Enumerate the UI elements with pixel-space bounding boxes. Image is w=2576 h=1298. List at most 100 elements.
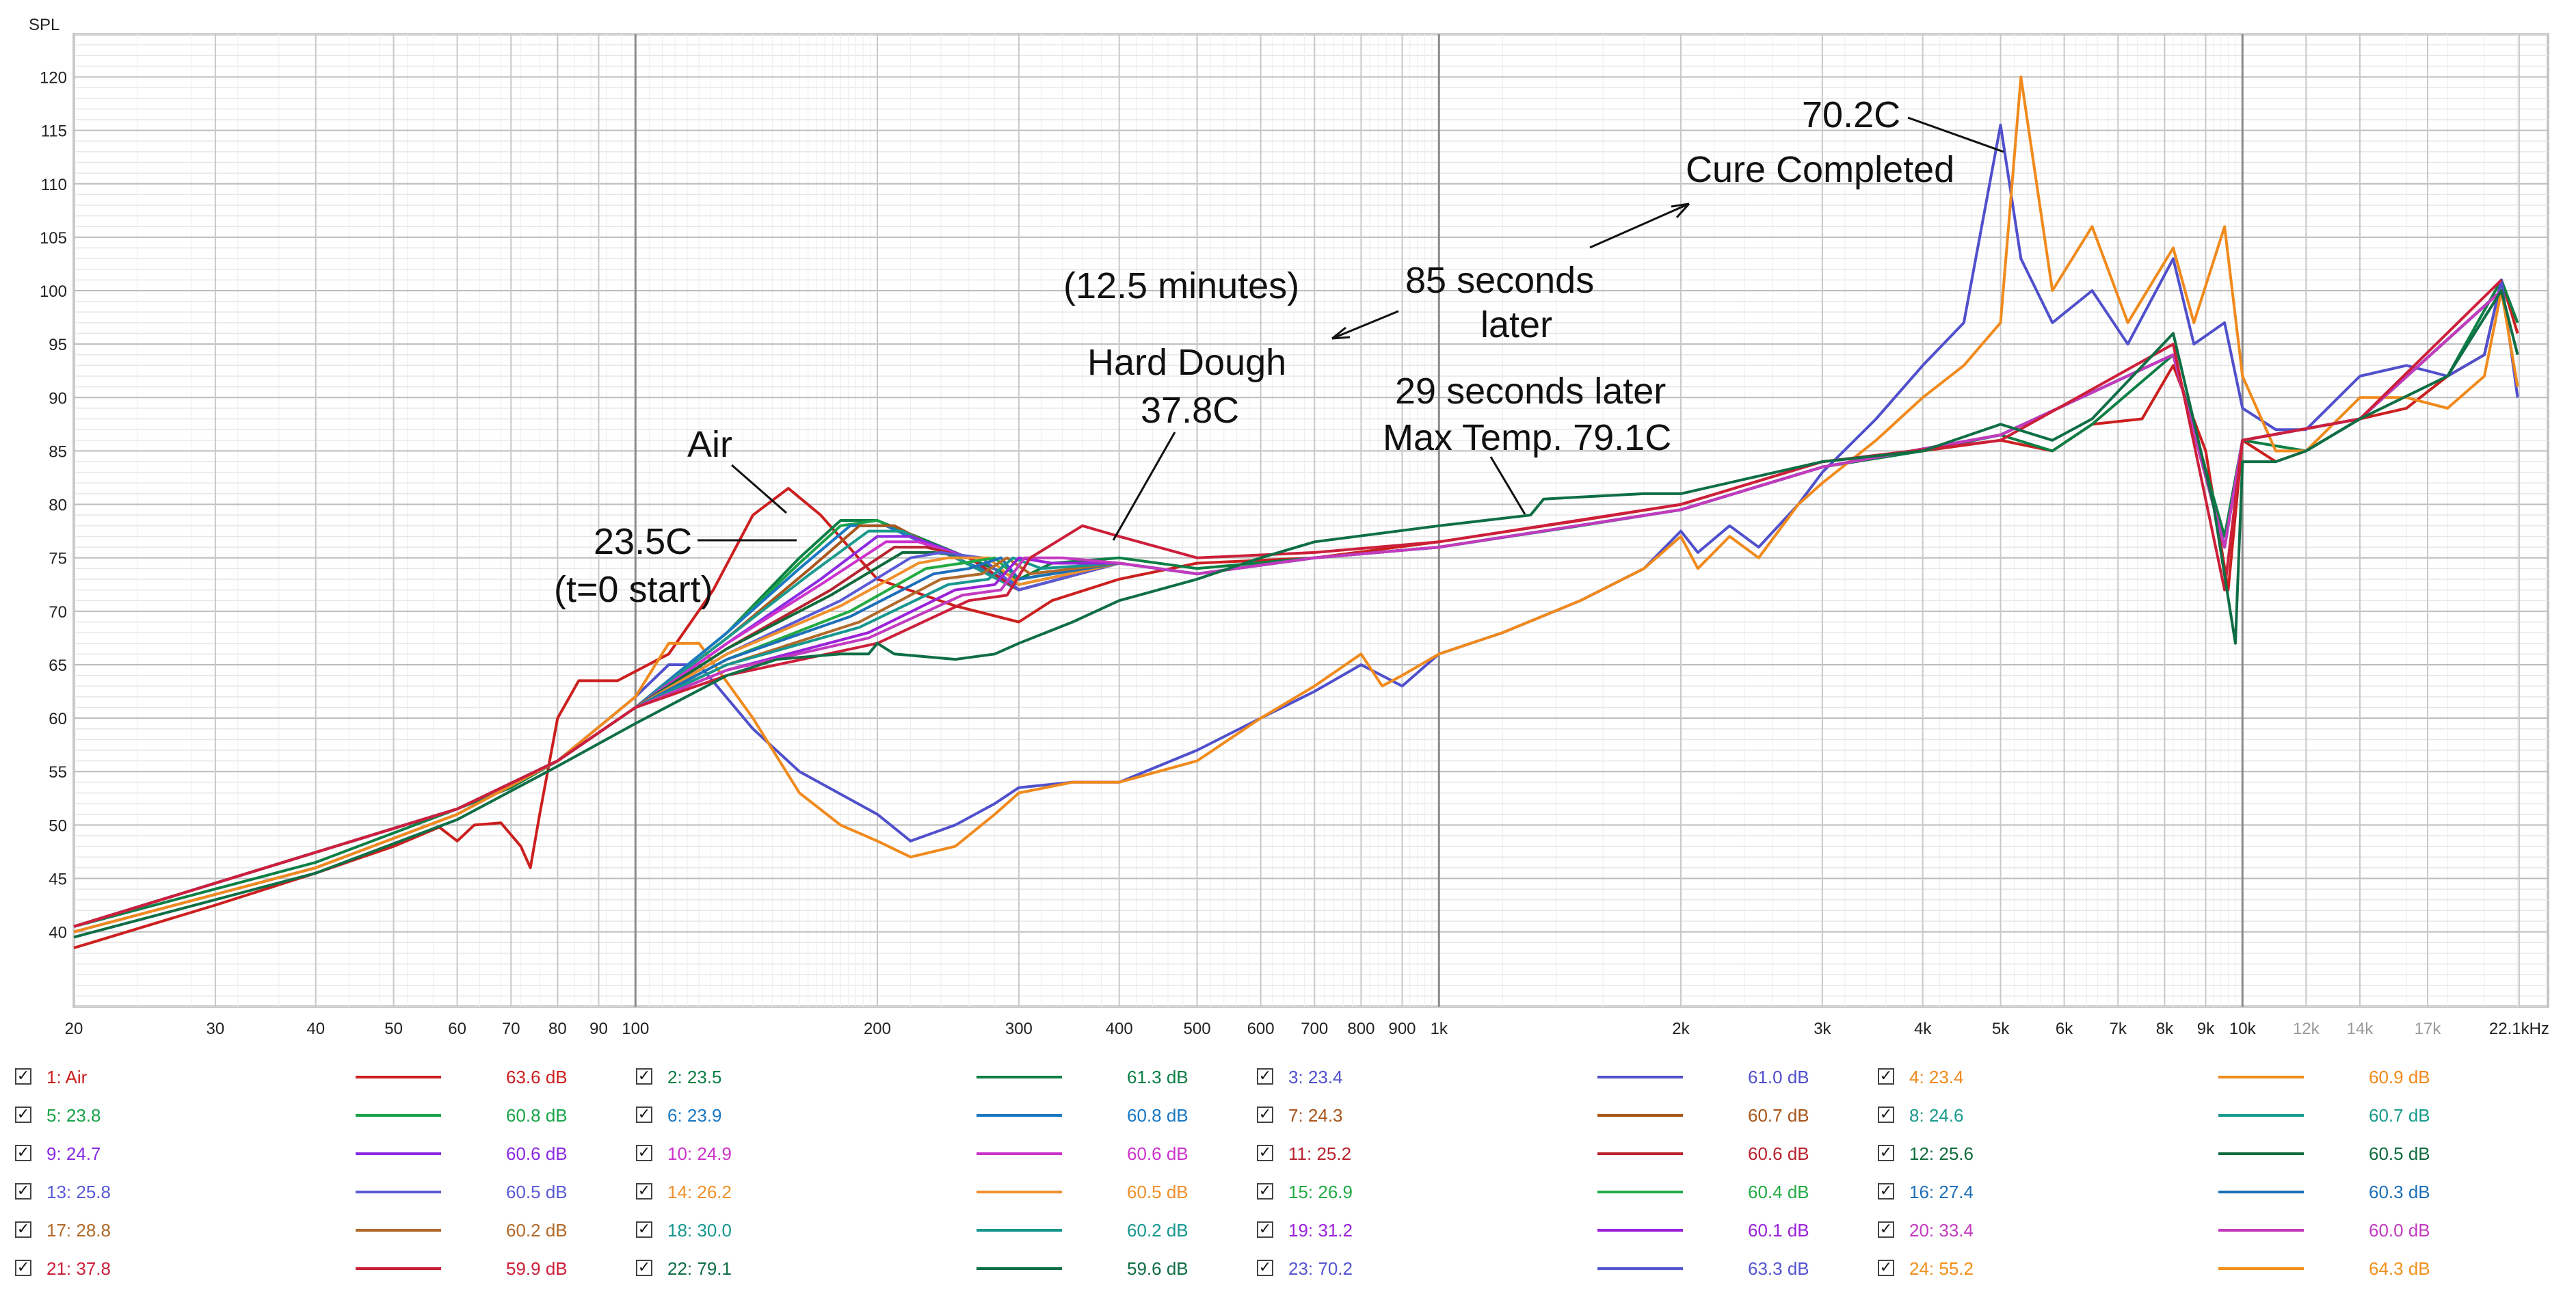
- legend-checkbox[interactable]: ✓: [1878, 1221, 1894, 1238]
- x-tick-label: 2k: [1672, 1020, 1690, 1038]
- legend-item[interactable]: ✓ 8: 24.6 60.7 dB: [1863, 1097, 2485, 1134]
- legend-name: 1: Air: [47, 1067, 88, 1087]
- x-tick-label: 200: [864, 1020, 891, 1038]
- annotation-85-seconds: 85 seconds: [1405, 260, 1594, 301]
- legend-item[interactable]: ✓ 23: 70.2 63.3 dB: [1242, 1250, 1864, 1287]
- legend-checkbox[interactable]: ✓: [15, 1260, 31, 1276]
- legend-level: 60.7 dB: [2369, 1105, 2430, 1126]
- legend-level: 60.9 dB: [2369, 1067, 2430, 1087]
- y-tick-label: 110: [41, 176, 67, 194]
- legend-item[interactable]: ✓ 10: 24.9 60.6 dB: [621, 1135, 1243, 1172]
- legend-level: 60.8 dB: [1127, 1105, 1189, 1126]
- legend-item[interactable]: ✓ 16: 27.4 60.3 dB: [1863, 1174, 2485, 1210]
- legend-item[interactable]: ✓ 20: 33.4 60.0 dB: [1863, 1212, 2485, 1249]
- legend-checkbox[interactable]: ✓: [15, 1068, 31, 1085]
- legend-item[interactable]: ✓ 14: 26.2 60.5 dB: [621, 1174, 1243, 1210]
- x-tick-label: 1k: [1431, 1020, 1448, 1038]
- legend-checkbox[interactable]: ✓: [1257, 1107, 1273, 1123]
- legend-name: 12: 25.6: [1909, 1143, 1974, 1164]
- series-line-1[interactable]: [73, 278, 2519, 950]
- legend-item[interactable]: ✓ 5: 23.8 60.8 dB: [0, 1097, 622, 1134]
- legend-item[interactable]: ✓ 7: 24.3 60.7 dB: [1242, 1097, 1864, 1134]
- legend-name: 7: 24.3: [1288, 1105, 1343, 1126]
- legend-item[interactable]: ✓ 13: 25.8 60.5 dB: [0, 1174, 622, 1210]
- legend-checkbox[interactable]: ✓: [636, 1260, 652, 1276]
- legend-name: 11: 25.2: [1288, 1143, 1352, 1164]
- legend-name: 6: 23.9: [667, 1105, 722, 1126]
- legend-checkbox[interactable]: ✓: [15, 1221, 31, 1238]
- x-tick-label: 12k: [2293, 1020, 2320, 1038]
- legend-checkbox[interactable]: ✓: [1878, 1183, 1894, 1200]
- legend-checkbox[interactable]: ✓: [15, 1145, 31, 1161]
- annotation-hard-dough: Hard Dough: [1087, 342, 1286, 383]
- legend-checkbox[interactable]: ✓: [15, 1107, 31, 1123]
- legend-item[interactable]: ✓ 15: 26.9 60.4 dB: [1242, 1174, 1864, 1210]
- legend-item[interactable]: ✓ 2: 23.5 61.3 dB: [621, 1059, 1243, 1096]
- series-line-3[interactable]: [73, 123, 2519, 933]
- x-tick-label: 9k: [2197, 1020, 2215, 1038]
- legend-checkbox[interactable]: ✓: [1257, 1221, 1273, 1238]
- x-axis: 20 30 40 50 60 70 80 90 100 200 300 400 500 600 700 800…: [65, 1020, 2549, 1038]
- legend-item[interactable]: ✓ 22: 79.1 59.6 dB: [621, 1250, 1243, 1287]
- legend-item[interactable]: ✓ 18: 30.0 60.2 dB: [621, 1212, 1243, 1249]
- legend-checkbox[interactable]: ✓: [15, 1183, 31, 1200]
- grid-major: [73, 34, 2548, 1007]
- legend-item[interactable]: ✓ 9: 24.7 60.6 dB: [0, 1135, 622, 1172]
- legend-level: 63.3 dB: [1748, 1258, 1809, 1279]
- y-tick-label: 100: [40, 282, 67, 301]
- legend-checkbox[interactable]: ✓: [636, 1145, 652, 1161]
- series-line-22[interactable]: [73, 289, 2519, 939]
- legend-item[interactable]: ✓ 1: Air 63.6 dB: [0, 1059, 622, 1096]
- legend-checkbox[interactable]: ✓: [1257, 1260, 1273, 1276]
- legend-item[interactable]: ✓ 3: 23.4 61.0 dB: [1242, 1059, 1864, 1096]
- legend-level: 60.5 dB: [2369, 1143, 2430, 1164]
- legend-swatch: [356, 1076, 441, 1078]
- legend-item[interactable]: ✓ 24: 55.2 64.3 dB: [1863, 1250, 2485, 1287]
- legend-level: 60.6 dB: [1748, 1143, 1809, 1164]
- legend-item[interactable]: ✓ 6: 23.9 60.8 dB: [621, 1097, 1243, 1134]
- legend-item[interactable]: ✓ 11: 25.2 60.6 dB: [1242, 1135, 1864, 1172]
- legend-checkbox[interactable]: ✓: [1878, 1068, 1894, 1085]
- legend-level: 60.5 dB: [506, 1182, 568, 1202]
- plot-area[interactable]: [72, 33, 2549, 1008]
- legend-item[interactable]: ✓ 17: 28.8 60.2 dB: [0, 1212, 622, 1249]
- legend-checkbox[interactable]: ✓: [1257, 1068, 1273, 1085]
- legend-swatch: [977, 1267, 1062, 1270]
- legend-checkbox[interactable]: ✓: [636, 1107, 652, 1123]
- legend-name: 17: 28.8: [47, 1220, 111, 1241]
- legend-item[interactable]: ✓ 4: 23.4 60.9 dB: [1863, 1059, 2485, 1096]
- legend-swatch: [977, 1191, 1062, 1193]
- legend-checkbox[interactable]: ✓: [636, 1221, 652, 1238]
- legend-name: 18: 30.0: [667, 1220, 732, 1241]
- legend-checkbox[interactable]: ✓: [636, 1068, 652, 1085]
- legend-checkbox[interactable]: ✓: [1257, 1183, 1273, 1200]
- legend-name: 8: 24.6: [1909, 1105, 1964, 1126]
- series-line-21[interactable]: [73, 278, 2503, 928]
- y-tick-label: 120: [40, 69, 67, 88]
- annotation-29-seconds-later: 29 seconds later: [1395, 371, 1666, 412]
- legend-level: 60.4 dB: [1748, 1182, 1809, 1202]
- legend-swatch: [1597, 1152, 1683, 1155]
- legend-row: ✓ 21: 37.8 59.9 dB ✓ 22: 79.1 59.6 dB ✓ 23: 70.…: [0, 1250, 2576, 1287]
- series-line-4[interactable]: [73, 75, 2519, 933]
- x-tick-label: 14k: [2347, 1020, 2374, 1038]
- legend-checkbox[interactable]: ✓: [1878, 1107, 1894, 1123]
- legend-checkbox[interactable]: ✓: [1878, 1145, 1894, 1161]
- legend-item[interactable]: ✓ 19: 31.2 60.1 dB: [1242, 1212, 1864, 1249]
- legend-level: 60.7 dB: [1748, 1105, 1809, 1126]
- x-tick-label: 400: [1106, 1020, 1133, 1038]
- legend-row: ✓ 5: 23.8 60.8 dB ✓ 6: 23.9 60.8 dB ✓ 7: 24.3 60…: [0, 1097, 2576, 1134]
- legend-swatch: [356, 1191, 441, 1193]
- legend-level: 60.2 dB: [1127, 1220, 1189, 1241]
- series-line-20[interactable]: [73, 289, 2503, 928]
- legend-item[interactable]: ✓ 21: 37.8 59.9 dB: [0, 1250, 622, 1287]
- legend-swatch: [977, 1152, 1062, 1155]
- legend-checkbox[interactable]: ✓: [1878, 1260, 1894, 1276]
- legend-item[interactable]: ✓ 12: 25.6 60.5 dB: [1863, 1135, 2485, 1172]
- legend-checkbox[interactable]: ✓: [636, 1183, 652, 1200]
- legend-name: 21: 37.8: [47, 1258, 111, 1279]
- y-tick-label: 60: [49, 710, 67, 728]
- legend-checkbox[interactable]: ✓: [1257, 1145, 1273, 1161]
- y-tick-label: 80: [49, 496, 67, 515]
- legend-name: 5: 23.8: [47, 1105, 101, 1126]
